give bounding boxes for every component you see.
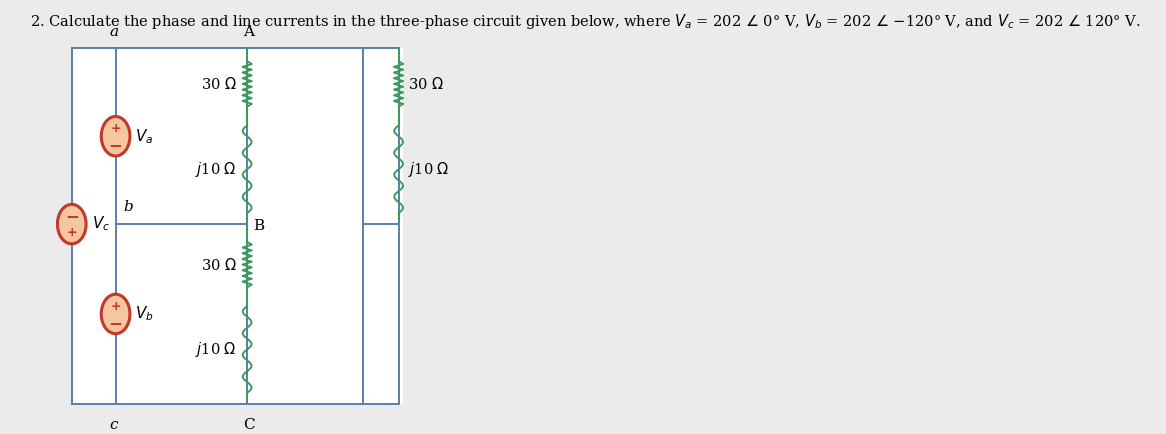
- Text: a: a: [110, 24, 119, 39]
- Text: c: c: [110, 418, 118, 431]
- Text: C: C: [243, 418, 254, 431]
- Text: −: −: [65, 207, 78, 225]
- Text: $j$10 $\Omega$: $j$10 $\Omega$: [408, 160, 450, 179]
- Text: +: +: [66, 227, 77, 240]
- Text: −: −: [108, 136, 122, 154]
- Text: 30 $\Omega$: 30 $\Omega$: [201, 76, 237, 92]
- Text: −: −: [108, 314, 122, 332]
- Text: $V_a$: $V_a$: [135, 127, 153, 145]
- Polygon shape: [72, 48, 402, 404]
- Text: $V_c$: $V_c$: [92, 215, 110, 233]
- Text: +: +: [111, 299, 121, 312]
- Text: A: A: [244, 24, 254, 39]
- Ellipse shape: [57, 204, 86, 244]
- Text: $j$10 $\Omega$: $j$10 $\Omega$: [195, 340, 237, 359]
- Text: 30 $\Omega$: 30 $\Omega$: [201, 256, 237, 273]
- Text: B: B: [253, 219, 265, 233]
- Ellipse shape: [101, 294, 129, 334]
- Text: $j$10 $\Omega$: $j$10 $\Omega$: [195, 160, 237, 179]
- Text: +: +: [111, 122, 121, 135]
- Text: $V_b$: $V_b$: [135, 305, 154, 323]
- Text: 2. Calculate the phase and line currents in the three-phase circuit given below,: 2. Calculate the phase and line currents…: [30, 12, 1142, 31]
- Ellipse shape: [101, 116, 129, 156]
- Text: b: b: [124, 200, 133, 214]
- Text: 30 $\Omega$: 30 $\Omega$: [408, 76, 444, 92]
